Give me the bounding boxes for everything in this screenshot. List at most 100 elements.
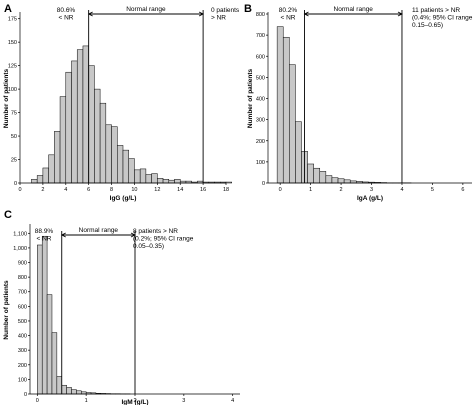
histogram-bar <box>174 178 181 184</box>
histogram-bar <box>111 126 118 184</box>
y-tick-label: 0 <box>262 181 265 187</box>
x-tick-label: 6 <box>461 187 464 193</box>
histogram-bar <box>76 390 82 395</box>
y-tick-label: 800 <box>256 12 265 18</box>
histogram-bar <box>145 174 152 184</box>
y-tick-label: 300 <box>256 118 265 124</box>
y-tick-label: 600 <box>256 54 265 60</box>
y-axis-label: Number of patients <box>247 69 254 129</box>
arrow-left-head <box>60 232 66 238</box>
above-range-annotation: (0.4%; 95% CI range <box>412 15 473 22</box>
histogram-bar <box>99 102 107 184</box>
above-range-annotation: 11 patients > NR <box>412 7 460 14</box>
histogram-bar <box>307 163 314 184</box>
x-tick-label: 4 <box>231 398 234 404</box>
y-tick-label: 100 <box>256 160 265 166</box>
histogram-bar <box>51 332 58 395</box>
panel-c: C 0 100 200 300 400 500 600 700 800 900 1,000 1,100 0… <box>3 209 240 405</box>
x-tick-label: 0 <box>279 187 282 193</box>
histogram-bar <box>65 71 72 184</box>
y-tick-label: 100 <box>8 87 17 93</box>
histogram-bar <box>42 167 49 184</box>
histogram-bar <box>162 178 170 184</box>
histogram-bar <box>295 121 302 184</box>
x-tick-label: 5 <box>431 187 434 193</box>
histogram-bar <box>117 145 124 184</box>
histogram-bar <box>54 131 61 184</box>
x-tick-label: 0 <box>18 187 21 193</box>
y-tick-label: 150 <box>8 40 17 46</box>
histogram-bar <box>41 235 48 395</box>
arrow-right-head <box>130 232 136 238</box>
panel-b: B 0 100 200 300 400 500 600 700 800 0 1 2 3 4 5 6 IgA (g/… <box>244 3 473 202</box>
x-tick-label: 3 <box>182 398 185 404</box>
y-tick-label: 600 <box>18 304 27 310</box>
histogram-bar <box>128 158 135 184</box>
histogram-bar <box>134 169 141 184</box>
x-tick-label: 8 <box>110 187 113 193</box>
arrow-left-head <box>303 11 309 17</box>
y-tick-label: 0 <box>24 392 27 398</box>
above-range-annotation: (0.2%; 95% CI range <box>133 236 194 243</box>
histogram-bar <box>71 389 77 395</box>
histogram-bar <box>276 26 284 184</box>
y-tick-label: 125 <box>8 64 17 70</box>
histogram-bar <box>82 45 89 184</box>
histogram-bar <box>139 168 147 184</box>
above-range-annotation: 0.15–0.65) <box>412 22 443 29</box>
y-tick-label: 700 <box>18 290 27 296</box>
histogram-bar <box>331 177 339 184</box>
y-tick-label: 100 <box>18 377 27 383</box>
histogram-bar <box>56 376 62 395</box>
above-range-annotation: 0 patients <box>211 7 240 14</box>
y-tick-label: 700 <box>256 33 265 39</box>
below-range-annotation: < NR <box>281 15 296 22</box>
above-range-annotation: 0.05–0.35) <box>133 243 164 250</box>
histogram-bar <box>61 384 67 395</box>
x-tick-label: 2 <box>133 398 136 404</box>
histogram-bar <box>282 36 290 184</box>
y-tick-label: 75 <box>11 111 17 117</box>
y-tick-label: 175 <box>8 17 17 23</box>
histogram-bar <box>225 181 232 184</box>
normal-range-label: Normal range <box>334 6 374 13</box>
panel-letter: B <box>244 3 252 15</box>
y-tick-label: 800 <box>18 275 27 281</box>
y-tick-label: 0 <box>14 181 17 187</box>
y-tick-label: 400 <box>256 97 265 103</box>
histogram-bar <box>48 154 55 184</box>
x-axis-label: IgM (g/L) <box>121 399 148 405</box>
arrow-left-head <box>87 11 93 17</box>
y-tick-label: 200 <box>18 363 27 369</box>
panel-letter: C <box>4 209 12 221</box>
histogram-bar <box>313 167 321 184</box>
histogram-bar <box>337 178 345 184</box>
below-range-annotation: < NR <box>37 236 52 243</box>
histogram-bar <box>289 64 296 184</box>
y-tick-label: 900 <box>18 261 27 267</box>
histogram-bar <box>46 294 53 395</box>
y-tick-label: 500 <box>18 319 27 325</box>
x-tick-label: 4 <box>400 187 403 193</box>
below-range-annotation: 80.6% <box>57 7 76 14</box>
x-tick-label: 14 <box>177 187 183 193</box>
histogram-bar <box>71 60 78 184</box>
below-range-annotation: < NR <box>59 15 74 22</box>
panel-a: A 0 25 50 75 100 125 150 175 0 2 4 6 8 10 12 14 16 18 IgG (… <box>3 3 240 202</box>
histogram-bar <box>36 175 44 184</box>
y-tick-label: 1,100 <box>13 231 27 237</box>
histogram-bar <box>37 244 43 395</box>
x-tick-label: 6 <box>87 187 90 193</box>
y-tick-label: 50 <box>11 134 17 140</box>
x-tick-label: 1 <box>85 398 88 404</box>
y-axis-label: Number of patients <box>3 280 10 340</box>
histogram-bar <box>319 171 327 184</box>
histogram-bar <box>325 175 333 184</box>
y-tick-label: 200 <box>256 139 265 145</box>
y-tick-label: 400 <box>18 334 27 340</box>
y-axis-label: Number of patients <box>3 69 10 129</box>
arrow-right-head <box>198 11 205 17</box>
histogram-bar <box>157 178 164 184</box>
normal-range-label: Normal range <box>126 6 166 13</box>
